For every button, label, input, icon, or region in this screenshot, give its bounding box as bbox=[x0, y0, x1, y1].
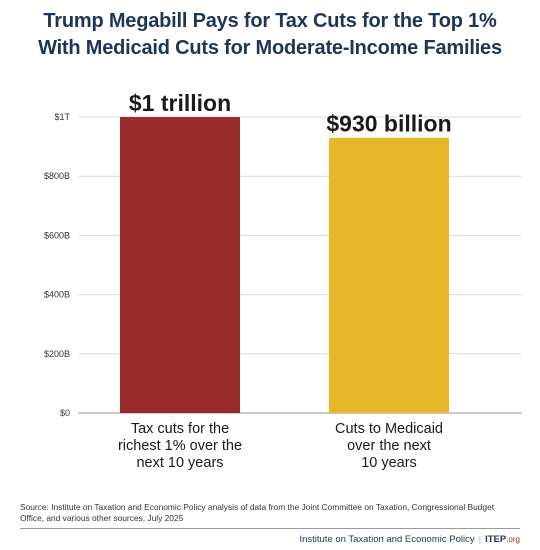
y-tick-label: $1T bbox=[54, 112, 70, 122]
bar-value-label: $930 billion bbox=[326, 111, 451, 137]
source-note: Source: Institute on Taxation and Econom… bbox=[20, 502, 495, 523]
footer-org-name: Institute on Taxation and Economic Polic… bbox=[299, 534, 475, 545]
x-category-label: 10 years bbox=[361, 455, 417, 471]
footer-brand: ITEP bbox=[485, 534, 507, 545]
y-tick-label: $200B bbox=[44, 349, 70, 359]
footer: Institute on Taxation and Economic Polic… bbox=[299, 534, 520, 546]
x-category-label: next 10 years bbox=[136, 455, 223, 471]
y-tick-label: $400B bbox=[44, 290, 70, 300]
y-tick-label: $600B bbox=[44, 230, 70, 240]
chart-title-line-2: With Medicaid Cuts for Moderate-Income F… bbox=[38, 37, 502, 59]
footer-separator: | bbox=[478, 534, 482, 545]
x-category-label: Tax cuts for the bbox=[131, 421, 229, 437]
bar bbox=[329, 137, 449, 413]
x-category-label: richest 1% over the bbox=[118, 438, 242, 454]
footer-divider bbox=[20, 528, 520, 529]
y-tick-label: $800B bbox=[44, 171, 70, 181]
bar-chart: $0 $200B $400B $600B $800B $1T $1 trillion Tax … bbox=[44, 90, 522, 471]
bar bbox=[120, 117, 240, 413]
x-category-label: Cuts to Medicaid bbox=[335, 421, 443, 437]
chart-title-line-1: Trump Megabill Pays for Tax Cuts for the… bbox=[43, 10, 497, 32]
bar-value-label: $1 trillion bbox=[129, 90, 231, 116]
x-category-label: over the next bbox=[347, 438, 431, 454]
footer-brand-suffix: .org bbox=[506, 535, 520, 544]
y-tick-label: $0 bbox=[60, 408, 70, 418]
